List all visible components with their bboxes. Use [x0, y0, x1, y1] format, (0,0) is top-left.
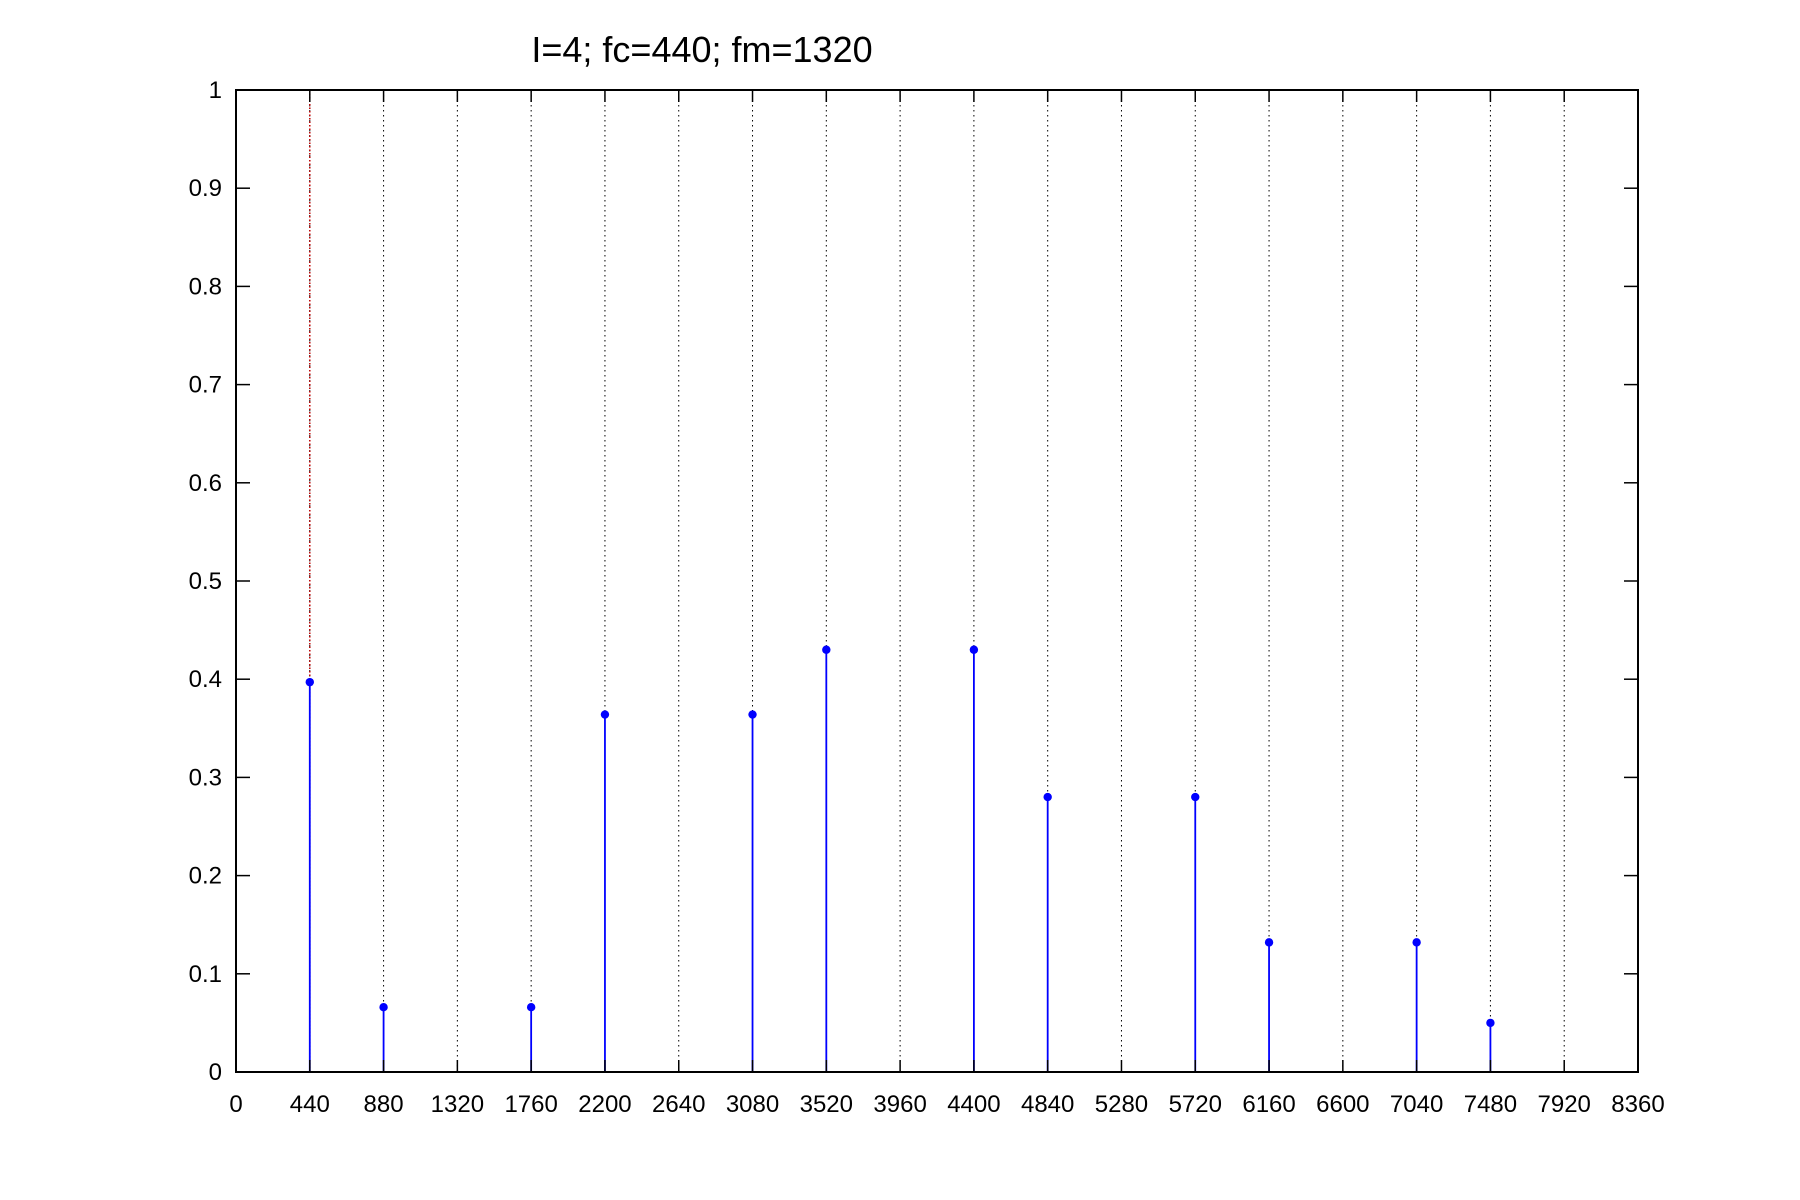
x-tick-label: 7480: [1464, 1091, 1517, 1118]
x-tick-label: 3520: [800, 1091, 853, 1118]
stem-layer: [305, 645, 1495, 1072]
x-tick-label: 3960: [873, 1091, 926, 1118]
y-tick-label: 0.8: [189, 273, 222, 300]
x-tick-label: 4400: [947, 1091, 1000, 1118]
stem-marker: [1191, 792, 1200, 802]
chart-title: I=4; fc=440; fm=1320: [531, 29, 872, 70]
grid-layer: [309, 90, 1565, 1072]
y-tick-label: 0: [209, 1059, 222, 1086]
x-tick-label: 5720: [1169, 1091, 1222, 1118]
stem-marker: [969, 645, 979, 654]
stem-marker: [379, 1002, 388, 1012]
x-axis-tick-labels: 0 440 880 1320 1760 2200 2640 3080 3520 3960 4400 4…: [229, 1091, 1664, 1118]
stem-marker: [1264, 938, 1274, 947]
y-tick-label: 0.1: [189, 961, 222, 988]
x-tick-label: 7920: [1538, 1091, 1591, 1118]
x-tick-label: 2200: [578, 1091, 631, 1118]
y-tick-label: 0.6: [189, 470, 222, 497]
x-tick-label: 4840: [1021, 1091, 1074, 1118]
x-tick-label: 8360: [1611, 1091, 1664, 1118]
y-tick-label: 0.2: [189, 863, 222, 890]
x-tick-label: 6600: [1316, 1091, 1369, 1118]
x-tick-label: 880: [364, 1091, 404, 1118]
y-tick-label: 0.3: [189, 764, 222, 791]
stem-marker: [1412, 938, 1421, 947]
stem-marker: [822, 645, 831, 654]
stem-marker: [1043, 792, 1052, 802]
y-tick-label: 1: [209, 77, 222, 104]
x-tick-label: 2640: [652, 1091, 705, 1118]
stem-marker: [305, 677, 314, 687]
stem-marker: [748, 710, 757, 719]
y-axis-tick-labels: 0 0.1 0.2 0.3 0.4 0.5 0.6 0.7 0.8 0.9 1: [189, 77, 222, 1086]
x-tick-label: 7040: [1390, 1091, 1443, 1118]
x-tick-label: 5280: [1095, 1091, 1148, 1118]
x-tick-label: 440: [290, 1091, 330, 1118]
x-tick-label: 6160: [1242, 1091, 1295, 1118]
y-tick-label: 0.5: [189, 568, 222, 595]
x-tick-label: 1320: [431, 1091, 484, 1118]
x-tick-label: 3080: [726, 1091, 779, 1118]
y-tick-label: 0.4: [189, 666, 222, 693]
y-tick-label: 0.7: [189, 372, 222, 399]
stem-marker: [600, 710, 610, 719]
y-tick-label: 0.9: [189, 175, 222, 202]
stem-marker: [526, 1002, 536, 1012]
stem-marker: [1486, 1018, 1495, 1028]
x-tick-label: 0: [229, 1091, 242, 1118]
plot-area-frame: [235, 89, 1639, 1073]
x-tick-label: 1760: [504, 1091, 557, 1118]
tick-layer: [235, 89, 1639, 1073]
